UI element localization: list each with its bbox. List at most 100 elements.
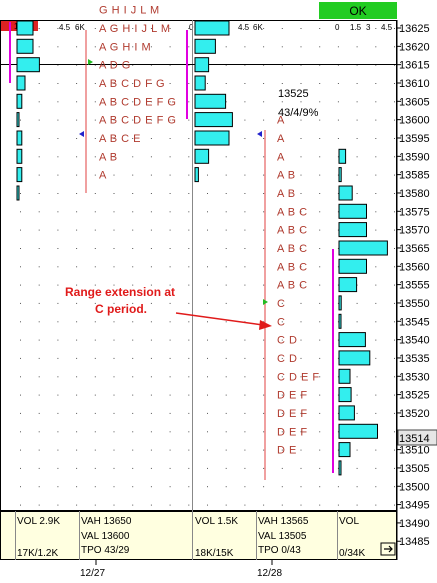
grid-dot [94, 101, 96, 103]
grid-dot [394, 156, 395, 158]
pan-icon[interactable] [380, 542, 396, 556]
grid-dot [225, 83, 227, 84]
grid-dot [76, 431, 78, 433]
grid-dot [207, 302, 208, 304]
grid-dot [281, 284, 283, 286]
grid-dot [337, 28, 339, 29]
grid-dot [169, 357, 171, 359]
volume-bar [338, 332, 366, 348]
grid-dot [337, 101, 339, 103]
grid-dot [356, 138, 358, 139]
tpo-row: A B C [277, 280, 308, 292]
volume-bar [338, 295, 342, 311]
grid-dot [244, 229, 246, 231]
volume-bar [194, 38, 216, 54]
grid-dot [132, 174, 134, 176]
tpo-row: D E F [277, 426, 308, 438]
grid-dot [94, 357, 96, 359]
grid-dot [263, 138, 265, 139]
grid-dot [150, 229, 152, 231]
grid-dot [375, 467, 377, 469]
price-label: 13500 [399, 481, 430, 493]
grid-dot [244, 302, 246, 304]
ok-button[interactable]: OK [319, 2, 397, 19]
grid-dot [132, 321, 134, 323]
grid-dot [113, 138, 115, 139]
grid-dot [394, 357, 395, 359]
grid-dot [57, 46, 59, 48]
grid-dot [225, 467, 227, 469]
grid-dot [38, 321, 40, 323]
tpo-row: A B C [277, 243, 308, 255]
volume-bar [338, 368, 351, 384]
grid-dot [113, 83, 115, 84]
grid-dot [375, 193, 377, 194]
grid-dot [38, 394, 40, 396]
grid-dot [20, 467, 21, 469]
grid-dot [20, 394, 21, 396]
tpo-row: A G H I M [99, 41, 151, 53]
grid-dot [169, 412, 171, 414]
tpo-day1: G H I J L M A G H I J L M A G H I M A D G A … [99, 5, 176, 182]
grid-dot [188, 394, 190, 396]
grid-dot [356, 394, 358, 396]
price-label: 13565 [399, 243, 430, 255]
volume-bar [16, 167, 23, 183]
grid-dot [375, 46, 377, 48]
price-label: 13485 [399, 536, 430, 548]
tpo-row: D E [277, 445, 297, 457]
tpo-row: A B [99, 151, 118, 163]
ok-button-label: OK [349, 4, 366, 18]
stat-ratio: 43/4/9% [278, 107, 319, 119]
volume-bar [16, 93, 23, 109]
grid-dot [169, 486, 171, 488]
grid-dot [319, 321, 321, 323]
grid-dot [263, 376, 265, 378]
grid-dot [356, 321, 358, 323]
grid-dot [337, 174, 339, 176]
grid-dot [225, 376, 227, 378]
grid-dot [300, 64, 302, 66]
grid-dot [319, 211, 321, 213]
top-scale-right-4: 4.5 [381, 23, 393, 32]
grid-dot [337, 467, 339, 469]
grid-dot [225, 321, 227, 323]
grid-dot [207, 467, 208, 469]
grid-dot [244, 211, 246, 213]
grid-dot [225, 266, 227, 268]
grid-dot [188, 83, 190, 84]
grid-dot [38, 376, 40, 378]
grid-dot [300, 83, 302, 84]
grid-dot [150, 486, 152, 488]
grid-dot [169, 302, 171, 304]
grid-dot [263, 174, 265, 176]
grid-dot [94, 229, 96, 231]
grid-dot [94, 412, 96, 414]
grid-dot [20, 119, 21, 121]
grid-dot [263, 339, 265, 341]
grid-dot [394, 302, 395, 304]
footer-p4-a: VAH 13565 [258, 516, 309, 527]
grid-dot [20, 431, 21, 433]
grid-dot [319, 302, 321, 304]
grid-dot [188, 302, 190, 304]
grid-dot [263, 467, 265, 469]
grid-dot [113, 431, 115, 433]
top-scale-mid: 0 4.5 6K [189, 23, 263, 32]
grid-dot [150, 174, 152, 176]
grid-dot [356, 193, 358, 194]
grid-dot [244, 486, 246, 488]
grid-dot [394, 193, 395, 194]
grid-dot [57, 248, 59, 249]
grid-dot [76, 211, 78, 213]
grid-dot [337, 46, 339, 48]
grid-dot [263, 193, 265, 194]
grid-dot [113, 174, 115, 176]
open-marker-2 [263, 299, 268, 305]
grid-dot [281, 467, 283, 469]
grid-dot [263, 119, 265, 121]
volume-bar [16, 38, 34, 54]
grid-dot [169, 449, 171, 451]
grid-dot [337, 504, 339, 506]
grid-dot [132, 376, 134, 378]
